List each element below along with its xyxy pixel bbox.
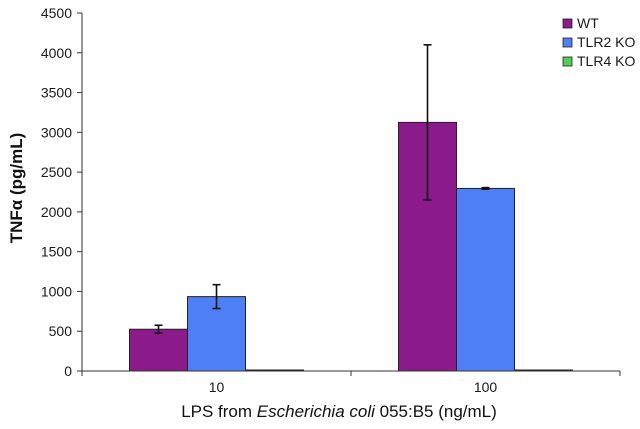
legend: WT TLR2 KO TLR4 KO [562, 15, 635, 69]
y-tick-label: 2500 [41, 164, 72, 180]
y-tick-label: 1500 [41, 244, 72, 260]
x-axis-title-suffix: 055:B5 (ng/mL) [375, 402, 497, 421]
legend-label: TLR2 KO [577, 34, 635, 50]
x-axis-title-italic: Escherichia coli [257, 402, 376, 421]
y-tick-label: 2000 [41, 204, 72, 220]
legend-swatch [562, 37, 573, 48]
error-bar [423, 44, 432, 201]
bars-layer [129, 121, 573, 372]
x-axis-title: LPS from Escherichia coli 055:B5 (ng/mL) [181, 402, 497, 421]
error-bars-layer [154, 44, 490, 335]
y-ticks: 0 500 1000 1500 2000 2500 3000 3500 4000 4500 [41, 5, 82, 379]
y-tick-label: 500 [49, 323, 73, 339]
y-tick-label: 1000 [41, 283, 72, 299]
x-tick-label: 100 [474, 379, 498, 395]
x-ticks: 10 100 [81, 371, 621, 395]
legend-item: TLR4 KO [562, 53, 635, 69]
x-tick-label: 10 [209, 379, 225, 395]
legend-item: WT [562, 15, 599, 31]
legend-swatch [562, 56, 573, 67]
y-axis-title: TNFα (pg/mL) [7, 133, 26, 244]
y-tick-label: 3000 [41, 124, 72, 140]
legend-item: TLR2 KO [562, 34, 635, 50]
bar-tlr2-ko [456, 187, 515, 372]
y-tick-label: 3500 [41, 85, 72, 101]
axes-layer [81, 13, 620, 372]
legend-label: TLR4 KO [577, 53, 635, 69]
y-tick-label: 0 [64, 363, 72, 379]
y-tick-label: 4000 [41, 45, 72, 61]
legend-label: WT [577, 15, 599, 31]
error-bar [154, 324, 163, 335]
x-axis-title-prefix: LPS from [181, 402, 257, 421]
legend-swatch [562, 18, 573, 29]
y-tick-label: 4500 [41, 5, 72, 21]
error-bar [481, 186, 490, 191]
error-bar [212, 283, 221, 310]
bar-wt [129, 328, 188, 372]
